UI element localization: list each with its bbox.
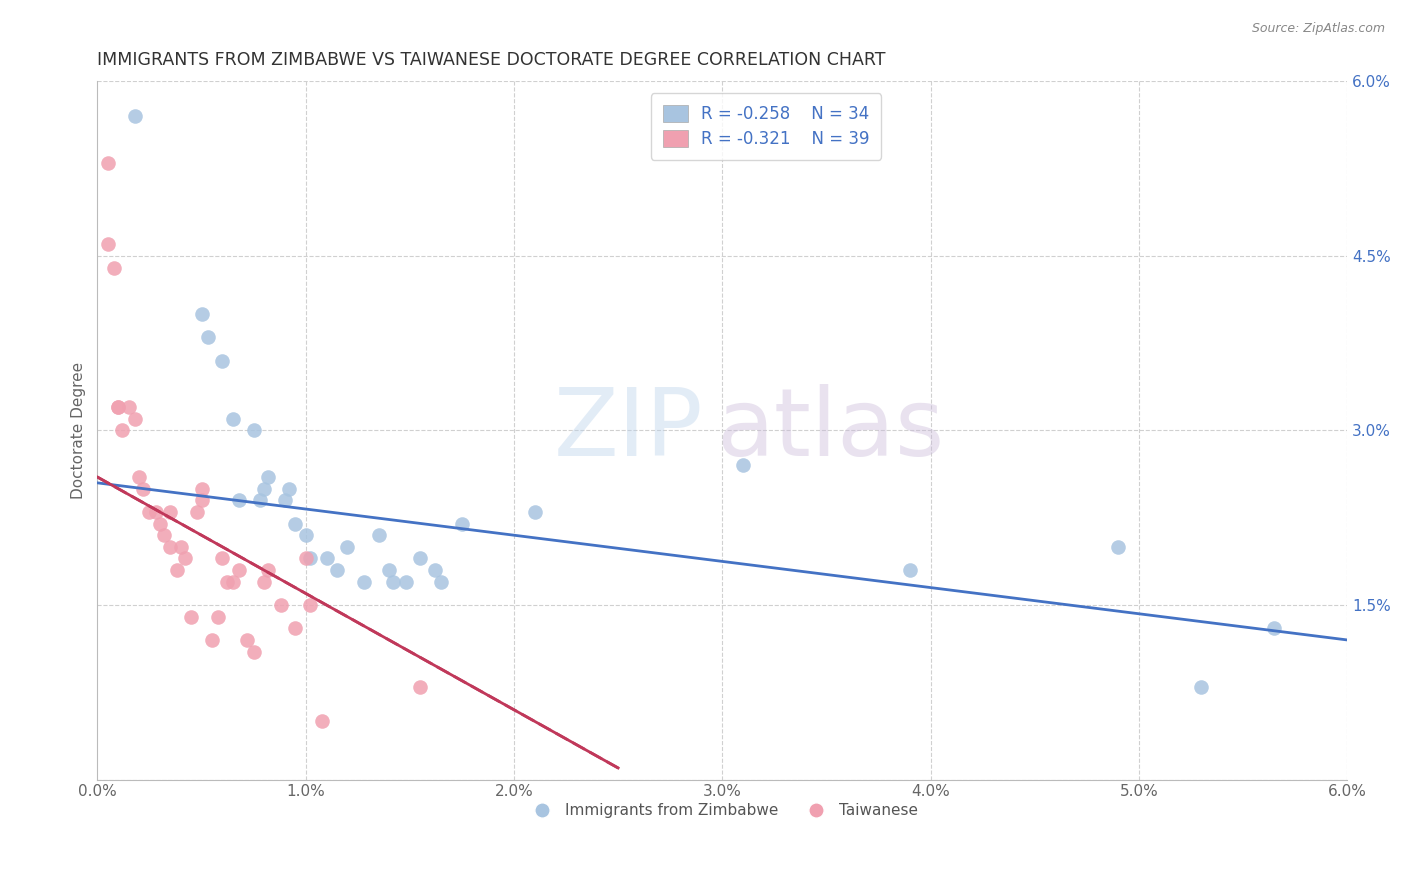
Point — [228, 493, 250, 508]
Text: atlas: atlas — [716, 384, 945, 476]
Point — [197, 330, 219, 344]
Point — [201, 632, 224, 647]
Point — [190, 307, 212, 321]
Point — [153, 528, 176, 542]
Point — [284, 621, 307, 635]
Text: Source: ZipAtlas.com: Source: ZipAtlas.com — [1251, 22, 1385, 36]
Point — [409, 551, 432, 566]
Y-axis label: Doctorate Degree: Doctorate Degree — [72, 362, 86, 499]
Point — [378, 563, 401, 577]
Point — [117, 401, 139, 415]
Point — [159, 505, 181, 519]
Point — [222, 574, 245, 589]
Point — [222, 412, 245, 426]
Point — [107, 401, 129, 415]
Point — [211, 551, 233, 566]
Legend: Immigrants from Zimbabwe, Taiwanese: Immigrants from Zimbabwe, Taiwanese — [520, 797, 924, 824]
Point — [274, 493, 297, 508]
Point — [228, 563, 250, 577]
Point — [298, 598, 321, 612]
Point — [898, 563, 921, 577]
Point — [103, 260, 125, 275]
Point — [215, 574, 238, 589]
Point — [128, 470, 150, 484]
Point — [423, 563, 446, 577]
Point — [97, 237, 120, 252]
Point — [111, 424, 134, 438]
Point — [1263, 621, 1285, 635]
Point — [180, 609, 202, 624]
Point — [97, 156, 120, 170]
Text: IMMIGRANTS FROM ZIMBABWE VS TAIWANESE DOCTORATE DEGREE CORRELATION CHART: IMMIGRANTS FROM ZIMBABWE VS TAIWANESE DO… — [97, 51, 886, 69]
Point — [249, 493, 271, 508]
Point — [170, 540, 193, 554]
Point — [173, 551, 195, 566]
Point — [124, 109, 146, 123]
Point — [395, 574, 418, 589]
Point — [166, 563, 188, 577]
Point — [326, 563, 349, 577]
Point — [1107, 540, 1129, 554]
Point — [159, 540, 181, 554]
Point — [138, 505, 160, 519]
Point — [257, 470, 280, 484]
Text: ZIP: ZIP — [554, 384, 703, 476]
Point — [367, 528, 389, 542]
Point — [294, 528, 316, 542]
Point — [190, 482, 212, 496]
Point — [409, 680, 432, 694]
Point — [107, 401, 129, 415]
Point — [132, 482, 155, 496]
Point — [430, 574, 453, 589]
Point — [353, 574, 375, 589]
Point — [382, 574, 405, 589]
Point — [236, 632, 259, 647]
Point — [253, 482, 276, 496]
Point — [211, 353, 233, 368]
Point — [207, 609, 229, 624]
Point — [257, 563, 280, 577]
Point — [1191, 680, 1213, 694]
Point — [451, 516, 474, 531]
Point — [124, 412, 146, 426]
Point — [186, 505, 208, 519]
Point — [253, 574, 276, 589]
Point — [315, 551, 337, 566]
Point — [278, 482, 301, 496]
Point — [149, 516, 172, 531]
Point — [242, 644, 264, 658]
Point — [311, 714, 333, 729]
Point — [523, 505, 546, 519]
Point — [733, 458, 755, 473]
Point — [270, 598, 292, 612]
Point — [284, 516, 307, 531]
Point — [336, 540, 359, 554]
Point — [190, 493, 212, 508]
Point — [298, 551, 321, 566]
Point — [145, 505, 167, 519]
Point — [294, 551, 316, 566]
Point — [242, 424, 264, 438]
